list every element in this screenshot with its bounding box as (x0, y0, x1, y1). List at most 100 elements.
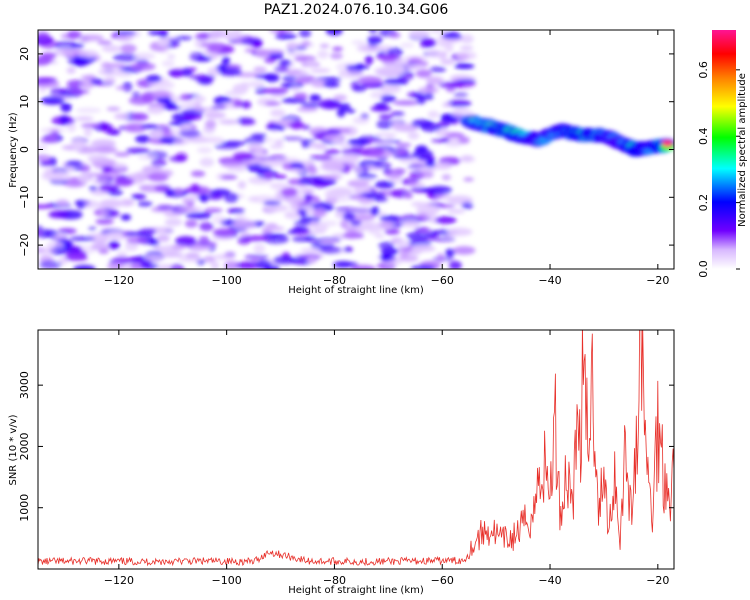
heatmap-cell (399, 254, 419, 262)
heatmap-cell (426, 49, 443, 59)
heatmap-cell (445, 248, 455, 257)
heatmap-cell (308, 165, 318, 175)
y-tick-label: −20 (18, 233, 31, 256)
heatmap-cell (269, 182, 289, 190)
colorbar-title: Normalized spectral amplitude (737, 73, 748, 227)
heatmap-cell (41, 96, 65, 105)
heatmap-cell (447, 227, 473, 236)
heatmap-cell (67, 56, 92, 67)
heatmap-cell (418, 86, 440, 94)
heatmap-cell (330, 52, 343, 60)
heatmap-cell (134, 52, 156, 60)
heatmap-cell (352, 116, 370, 125)
heatmap-cell (303, 193, 313, 203)
heatmap-cell (335, 261, 359, 267)
heatmap-cell (137, 201, 153, 207)
heatmap-cell (221, 140, 247, 146)
heatmap-cell (395, 239, 410, 248)
heatmap-cell (101, 166, 113, 173)
heatmap-cell (265, 204, 289, 212)
heatmap-cell (38, 80, 60, 88)
heatmap-cells (38, 30, 674, 269)
heatmap-cell (397, 148, 409, 155)
heatmap-cell (299, 30, 312, 38)
heatmap-cell (302, 125, 311, 130)
heatmap-cell (255, 260, 272, 269)
heatmap-cell (333, 94, 348, 101)
figure-title: PAZ1.2024.076.10.34.G06 (264, 2, 449, 18)
heatmap-cell (298, 179, 312, 184)
heatmap-cell (425, 210, 437, 218)
heatmap-cell (221, 30, 242, 40)
heatmap-cell (175, 36, 193, 41)
colorbar-tick-label: 0.4 (697, 127, 710, 145)
heatmap-cell (309, 154, 333, 161)
heatmap-cell (232, 83, 249, 94)
heatmap-cell (220, 162, 243, 168)
heatmap-cell (101, 44, 122, 53)
heatmap-cell (274, 192, 286, 202)
heatmap-cell (114, 152, 131, 157)
heatmap-cell (447, 209, 466, 214)
heatmap-cell (244, 136, 266, 145)
heatmap-cell (221, 56, 231, 66)
heatmap-cell (291, 236, 312, 242)
colorbar-tick-label: 0.2 (697, 194, 710, 212)
heatmap-cell (295, 75, 316, 84)
heatmap-cell (286, 51, 306, 57)
heatmap-cell (91, 139, 116, 149)
heatmap-cell (72, 142, 84, 151)
heatmap-cell (213, 254, 235, 260)
heatmap-cell (258, 159, 284, 168)
heatmap-cell (255, 86, 268, 95)
heatmap-cell (380, 94, 397, 103)
heatmap-cell (237, 236, 251, 245)
heatmap-cell (38, 154, 52, 162)
heatmap-cell (416, 95, 427, 105)
heatmap-cell (281, 157, 301, 164)
heatmap-cell (146, 106, 164, 114)
heatmap-cell (267, 123, 283, 131)
heatmap-cell (364, 55, 374, 65)
heatmap-cell (354, 63, 365, 71)
heatmap-cell (154, 245, 165, 251)
heatmap-cell (461, 155, 474, 162)
heatmap-cell (247, 143, 263, 153)
heatmap-cell (65, 165, 75, 173)
heatmap-cell (341, 147, 362, 156)
heatmap-cell (107, 188, 123, 197)
heatmap-cell (52, 234, 67, 239)
heatmap-cell (442, 102, 452, 108)
heatmap-cell (255, 49, 271, 59)
spectrogram-y-ticks: −20 −10 0 10 20 (18, 47, 674, 257)
heatmap-cell (173, 187, 185, 195)
heatmap-cell (392, 100, 418, 106)
heatmap-cell (350, 80, 361, 91)
heatmap-cell (80, 75, 90, 80)
heatmap-cell (157, 37, 171, 47)
heatmap-cell (186, 137, 209, 144)
heatmap-cell (38, 56, 52, 66)
heatmap-cell (370, 206, 380, 216)
heatmap-cell (390, 123, 412, 130)
heatmap-cell (160, 245, 182, 254)
heatmap-cell (425, 158, 436, 169)
heatmap-cell (223, 260, 240, 269)
heatmap-cell (75, 107, 102, 114)
heatmap-cell (227, 208, 245, 214)
heatmap-cell (319, 43, 330, 49)
heatmap-cell (427, 110, 440, 119)
heatmap-cell (161, 60, 175, 67)
heatmap-cell (68, 89, 90, 95)
heatmap-cell (406, 63, 422, 70)
heatmap-cell (59, 115, 70, 125)
heatmap-cell (92, 177, 109, 184)
heatmap-cell (138, 184, 165, 193)
heatmap-cell (367, 35, 383, 45)
heatmap-cell (338, 69, 365, 79)
heatmap-cell (77, 172, 91, 183)
heatmap-cell (218, 119, 240, 125)
heatmap-cell (55, 40, 78, 51)
heatmap-cell (361, 147, 385, 157)
